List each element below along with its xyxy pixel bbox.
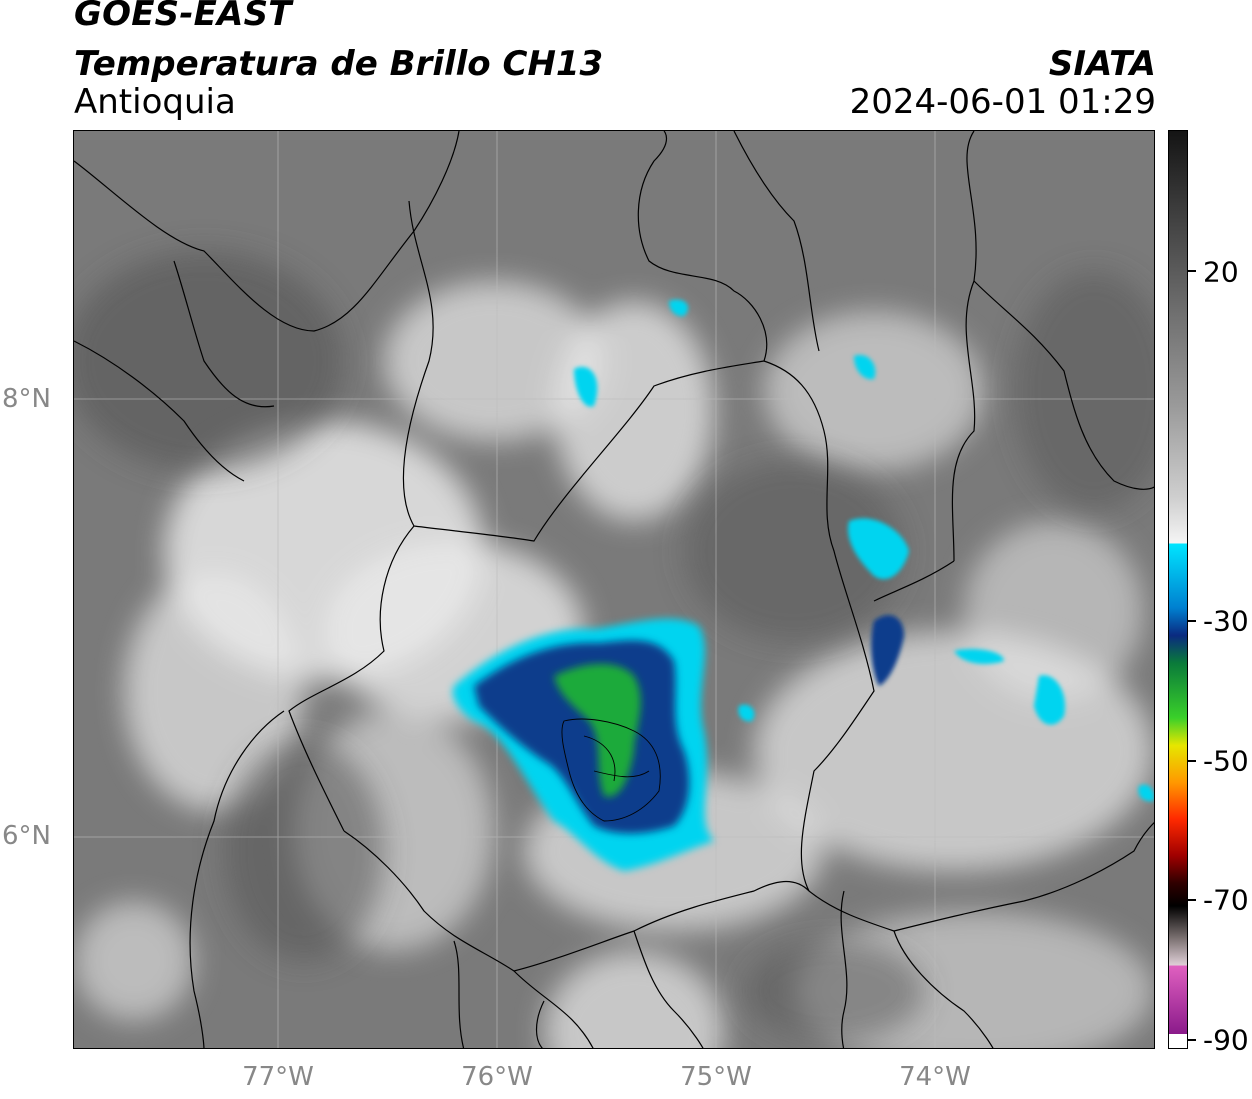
colorbar-label-neg30: -30 [1203, 604, 1249, 638]
dark-gray-areas [74, 251, 1154, 1041]
colorbar-tick-neg70 [1188, 899, 1196, 901]
convective-storm [452, 299, 1154, 871]
colorbar-tick-neg50 [1188, 760, 1196, 762]
colorbar-label-20: 20 [1203, 255, 1239, 289]
colorbar-label-neg90: -90 [1203, 1023, 1249, 1057]
title-main: GOES-EAST [74, 0, 292, 34]
colorbar-tick-neg90 [1188, 1039, 1196, 1041]
title-subtitle: Temperatura de Brillo CH13 [74, 44, 604, 84]
longitude-label-77w: 77°W [242, 1062, 314, 1092]
colorbar-tick-neg30 [1188, 620, 1196, 622]
title-datetime: 2024-06-01 01:29 [849, 82, 1156, 122]
longitude-label-76w: 76°W [461, 1062, 533, 1092]
colorbar [1168, 130, 1188, 1049]
longitude-label-74w: 74°W [899, 1062, 971, 1092]
municipal-lines [561, 718, 661, 822]
colorbar-tick-20 [1188, 270, 1196, 272]
colorbar-label-neg50: -50 [1203, 744, 1249, 778]
title-organization: SIATA [1048, 44, 1156, 84]
longitude-label-75w: 75°W [680, 1062, 752, 1092]
latitude-label-6n: 6°N [2, 821, 51, 851]
satellite-map [73, 130, 1155, 1049]
colorbar-gradient [1169, 131, 1187, 1048]
map-canvas [74, 131, 1154, 1048]
admin-boundaries [74, 131, 1154, 1048]
title-region: Antioquia [74, 82, 236, 122]
colorbar-label-neg70: -70 [1203, 883, 1249, 917]
latitude-label-8n: 8°N [2, 384, 51, 414]
gridlines [74, 131, 1154, 1048]
